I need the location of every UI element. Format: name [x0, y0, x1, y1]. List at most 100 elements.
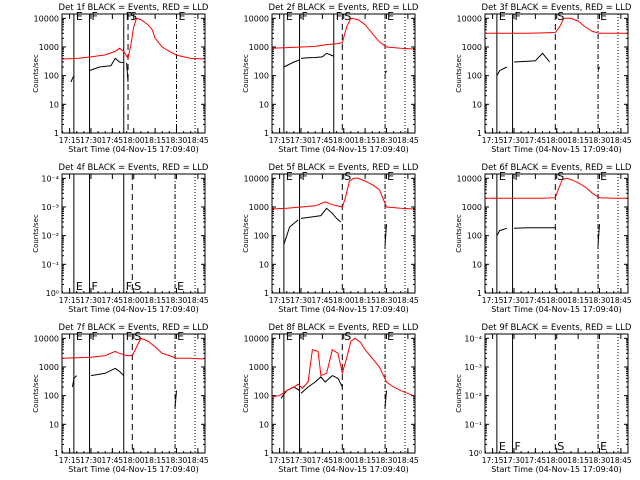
panel-5-xtick-label: 18:15: [354, 296, 376, 305]
panel-2-ytick-label: 10000: [244, 14, 269, 23]
panel-2-marker-label: S: [344, 10, 351, 23]
panel-1-xtick-label: 18:15: [144, 136, 166, 145]
panel-7-xtick-label: 18:00: [123, 456, 145, 465]
panel-8-xtick-label: 18:00: [333, 456, 355, 465]
panel-2-events-line: [300, 52, 334, 59]
panel-5-ytick-label: 1: [264, 289, 269, 298]
panel-3-title: Det 3f BLACK = Events, RED = LLD: [482, 3, 632, 13]
panel-9-marker-label: S: [557, 440, 564, 453]
panel-7-xtick-label: 18:15: [144, 456, 166, 465]
panel-5-lld-line: [272, 177, 414, 210]
panel-2-plot-frame: [271, 13, 416, 134]
panel-4-ytick-label: 10⁰: [46, 289, 59, 298]
panel-6-xtick-label: 18:45: [610, 296, 632, 305]
panel-3-ytick-label: 100: [467, 72, 482, 81]
panel-6-ylabel: Counts/sec: [455, 214, 463, 253]
panel-8-lld-line: [272, 337, 414, 398]
panel-3-ytick-label: 1000: [462, 43, 482, 52]
panel-9-ytick-label: 10⁻²: [464, 392, 482, 401]
panel-3-xlabel: Start Time (04-Nov-15 17:09:40): [491, 145, 621, 154]
panel-4-xtick-label: 17:45: [102, 296, 124, 305]
panel-9-marker-label: F: [515, 440, 521, 453]
panel-5-xtick-label: 18:00: [333, 296, 355, 305]
panel-2-marker-label: F: [302, 10, 308, 23]
panel-4-xtick-label: 18:00: [123, 296, 145, 305]
panel-7-title: Det 7f BLACK = Events, RED = LLD: [59, 323, 209, 333]
panel-4: Det 4f BLACK = Events, RED = LLD 10⁰ 10⁻¹ 1…: [32, 163, 209, 314]
panel-9-xlabel: Start Time (04-Nov-15 17:09:40): [491, 465, 621, 474]
panel-5-xtick-label: 18:45: [397, 296, 419, 305]
panel-7-xtick-label: 18:45: [187, 456, 209, 465]
panel-2-xtick-label: 17:15: [269, 136, 291, 145]
panel-4-xtick-label: 18:45: [187, 296, 209, 305]
panel-8-ytick-label: 10: [259, 420, 269, 429]
panel-4-xlabel: Start Time (04-Nov-15 17:09:40): [68, 305, 198, 314]
panel-7-xtick-label: 17:15: [59, 456, 81, 465]
panel-1-xtick-label: 17:30: [80, 136, 102, 145]
panel-2-events-line: [384, 70, 387, 74]
panel-3-plot-frame: [484, 13, 629, 134]
panel-8-marker-label: E: [387, 330, 394, 343]
panel-9: Det 9f BLACK = Events, RED = LLD 10⁰ 10⁻¹ 1…: [455, 323, 632, 474]
panel-8-marker-label: S: [344, 330, 351, 343]
panel-4-marker-label: F: [92, 280, 98, 293]
panel-5-xtick-label: 17:30: [290, 296, 312, 305]
panel-3: Det 3f BLACK = Events, RED = LLD 1 10 100 10…: [455, 3, 632, 154]
panel-4-marker-label: E: [177, 280, 184, 293]
panel-4-xtick-label: 18:30: [166, 296, 188, 305]
panel-5-marker-label: E: [286, 170, 293, 183]
panel-7-ytick-label: 100: [44, 392, 59, 401]
panel-6-marker-label: F: [515, 170, 521, 183]
panel-6-ytick-label: 10000: [457, 174, 482, 183]
panel-3-xtick-label: 17:30: [503, 136, 525, 145]
panel-1-xtick-label: 18:00: [123, 136, 145, 145]
panel-9-ytick-label: 10⁻¹: [464, 420, 482, 429]
panel-4-ytick-label: 10⁻²: [41, 232, 59, 241]
panel-1-events-line: [126, 62, 129, 83]
panel-8-xtick-label: 18:30: [376, 456, 398, 465]
panel-5-events-line: [300, 207, 342, 223]
panel-5-xtick-label: 18:30: [376, 296, 398, 305]
panel-9-plot-frame: [484, 333, 629, 454]
panel-3-ylabel: Counts/sec: [455, 54, 463, 93]
panel-3-events-line: [496, 66, 508, 76]
panel-7-events-line: [90, 367, 125, 377]
panel-2-xtick-label: 18:00: [333, 136, 355, 145]
panel-3-marker-label: E: [600, 10, 607, 23]
panel-1-ytick-label: 10: [49, 100, 59, 109]
panel-1-marker-label: S: [130, 10, 137, 23]
panel-1-xtick-label: 18:45: [187, 136, 209, 145]
panel-8-marker-label: E: [286, 330, 293, 343]
panel-2-ytick-label: 1000: [249, 43, 269, 52]
panel-5-marker-label: F: [302, 170, 308, 183]
panel-1: Det 1f BLACK = Events, RED = LLD 1 10 100 10…: [32, 3, 209, 154]
panel-8-events-line: [300, 375, 343, 394]
panel-8-xtick-label: 18:15: [354, 456, 376, 465]
panel-9-ytick-label: 10⁻³: [464, 363, 482, 372]
panel-1-marker-label: F: [126, 10, 132, 23]
panel-1-lld-line: [62, 17, 204, 60]
panel-8-plot-frame: [271, 333, 416, 454]
panel-6-events-line: [597, 224, 600, 245]
panel-2-ylabel: Counts/sec: [242, 54, 250, 93]
panel-2-xtick-label: 18:30: [376, 136, 398, 145]
panel-4-xtick-label: 18:15: [144, 296, 166, 305]
panel-2-events-line: [283, 59, 300, 68]
panel-6-xlabel: Start Time (04-Nov-15 17:09:40): [491, 305, 621, 314]
panel-7-marker-label: F: [92, 330, 98, 343]
panel-6-lld-line: [485, 177, 627, 199]
panel-8-ytick-label: 1000: [249, 363, 269, 372]
panel-1-xlabel: Start Time (04-Nov-15 17:09:40): [68, 145, 198, 154]
panel-7-marker-label: E: [76, 330, 83, 343]
panel-3-events-line: [597, 66, 600, 71]
panel-3-ytick-label: 10: [472, 100, 482, 109]
panel-8-ylabel: Counts/sec: [242, 374, 250, 413]
panel-5-marker-label: S: [344, 170, 351, 183]
panel-4-title: Det 4f BLACK = Events, RED = LLD: [59, 163, 209, 173]
panel-6-marker-label: E: [600, 170, 607, 183]
panel-6-ytick-label: 1000: [462, 203, 482, 212]
panel-6-xtick-label: 17:15: [482, 296, 504, 305]
panel-2-xtick-label: 18:15: [354, 136, 376, 145]
panel-5-marker-label: E: [387, 170, 394, 183]
panel-4-ytick-label: 10⁻³: [41, 203, 59, 212]
